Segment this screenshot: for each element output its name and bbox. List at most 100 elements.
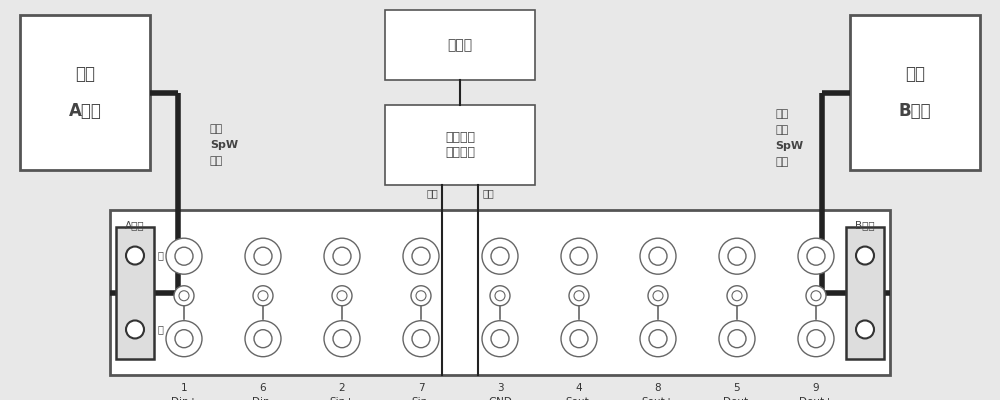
- Text: 测试: 测试: [775, 125, 788, 135]
- Circle shape: [640, 238, 676, 274]
- Circle shape: [856, 320, 874, 338]
- Bar: [385, 105, 535, 185]
- Circle shape: [640, 321, 676, 357]
- Bar: [110, 210, 890, 375]
- Circle shape: [258, 291, 268, 301]
- Text: Sin-: Sin-: [411, 397, 431, 400]
- Circle shape: [174, 286, 194, 306]
- Circle shape: [411, 286, 431, 306]
- Circle shape: [798, 321, 834, 357]
- Circle shape: [412, 330, 430, 348]
- Circle shape: [324, 238, 360, 274]
- Circle shape: [653, 291, 663, 301]
- Circle shape: [649, 330, 667, 348]
- Text: 6: 6: [260, 383, 266, 393]
- Circle shape: [324, 321, 360, 357]
- Circle shape: [179, 291, 189, 301]
- Circle shape: [254, 247, 272, 265]
- Circle shape: [412, 247, 430, 265]
- Text: 2: 2: [339, 383, 345, 393]
- Circle shape: [648, 286, 668, 306]
- Circle shape: [491, 330, 509, 348]
- Circle shape: [728, 247, 746, 265]
- Circle shape: [482, 321, 518, 357]
- Text: A节点: A节点: [69, 102, 101, 120]
- Text: 断: 断: [158, 324, 164, 334]
- Text: 星上: 星上: [210, 124, 223, 134]
- Circle shape: [126, 320, 144, 338]
- Circle shape: [574, 291, 584, 301]
- Text: 负线: 负线: [482, 188, 494, 198]
- Text: 电缆: 电缆: [210, 156, 223, 166]
- Text: 正线: 正线: [426, 188, 438, 198]
- Circle shape: [482, 238, 518, 274]
- Text: B节点: B节点: [855, 220, 875, 230]
- Circle shape: [490, 286, 510, 306]
- Text: Sin+: Sin+: [330, 397, 354, 400]
- Circle shape: [166, 238, 202, 274]
- Text: 9: 9: [813, 383, 819, 393]
- Text: 1: 1: [181, 383, 187, 393]
- Text: Din+: Din+: [171, 397, 197, 400]
- Circle shape: [333, 247, 351, 265]
- Circle shape: [570, 330, 588, 348]
- Circle shape: [719, 321, 755, 357]
- Text: 电缆: 电缆: [775, 157, 788, 167]
- Circle shape: [166, 321, 202, 357]
- Circle shape: [175, 247, 193, 265]
- Text: Sout-: Sout-: [565, 397, 593, 400]
- Text: 8: 8: [655, 383, 661, 393]
- Text: 通: 通: [158, 250, 164, 260]
- Circle shape: [806, 286, 826, 306]
- Text: Sout+: Sout+: [642, 397, 674, 400]
- Text: SpW: SpW: [775, 141, 803, 151]
- Circle shape: [403, 321, 439, 357]
- Text: 5: 5: [734, 383, 740, 393]
- Circle shape: [569, 286, 589, 306]
- Circle shape: [811, 291, 821, 301]
- Circle shape: [245, 321, 281, 357]
- Bar: [20, 15, 150, 170]
- Circle shape: [491, 247, 509, 265]
- Circle shape: [245, 238, 281, 274]
- Circle shape: [416, 291, 426, 301]
- Circle shape: [856, 246, 874, 264]
- Text: SpW: SpW: [210, 140, 238, 150]
- Text: 4: 4: [576, 383, 582, 393]
- Circle shape: [732, 291, 742, 301]
- Circle shape: [727, 286, 747, 306]
- Text: Dout+: Dout+: [799, 397, 833, 400]
- Circle shape: [719, 238, 755, 274]
- Text: 差分信号
转换设备: 差分信号 转换设备: [445, 131, 475, 159]
- Circle shape: [561, 321, 597, 357]
- Circle shape: [126, 246, 144, 264]
- Text: Din-: Din-: [252, 397, 274, 400]
- Circle shape: [561, 238, 597, 274]
- Bar: [385, 10, 535, 80]
- Circle shape: [649, 247, 667, 265]
- Text: 星上: 星上: [905, 65, 925, 83]
- Circle shape: [570, 247, 588, 265]
- Text: GND: GND: [488, 397, 512, 400]
- Circle shape: [807, 247, 825, 265]
- Circle shape: [175, 330, 193, 348]
- Circle shape: [495, 291, 505, 301]
- Circle shape: [332, 286, 352, 306]
- Text: A节点: A节点: [125, 220, 145, 230]
- Bar: [850, 15, 980, 170]
- Text: 地面: 地面: [775, 109, 788, 119]
- Circle shape: [798, 238, 834, 274]
- Bar: [846, 226, 884, 358]
- Circle shape: [337, 291, 347, 301]
- Text: 示波器: 示波器: [447, 38, 473, 52]
- Text: 3: 3: [497, 383, 503, 393]
- Text: Dout-: Dout-: [723, 397, 751, 400]
- Circle shape: [253, 286, 273, 306]
- Text: B节点: B节点: [899, 102, 931, 120]
- Circle shape: [333, 330, 351, 348]
- Circle shape: [254, 330, 272, 348]
- Circle shape: [403, 238, 439, 274]
- Circle shape: [728, 330, 746, 348]
- Circle shape: [807, 330, 825, 348]
- Text: 星上: 星上: [75, 65, 95, 83]
